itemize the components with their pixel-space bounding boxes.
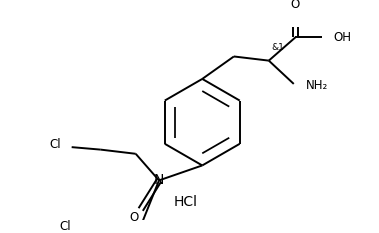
- Text: O: O: [129, 210, 139, 223]
- Text: NH₂: NH₂: [305, 79, 328, 92]
- Text: Cl: Cl: [49, 138, 61, 151]
- Text: O: O: [291, 0, 300, 11]
- Text: OH: OH: [334, 31, 352, 44]
- Text: &1: &1: [271, 43, 284, 52]
- Text: Cl: Cl: [59, 220, 71, 233]
- Text: N: N: [154, 173, 164, 187]
- Text: HCl: HCl: [173, 195, 197, 209]
